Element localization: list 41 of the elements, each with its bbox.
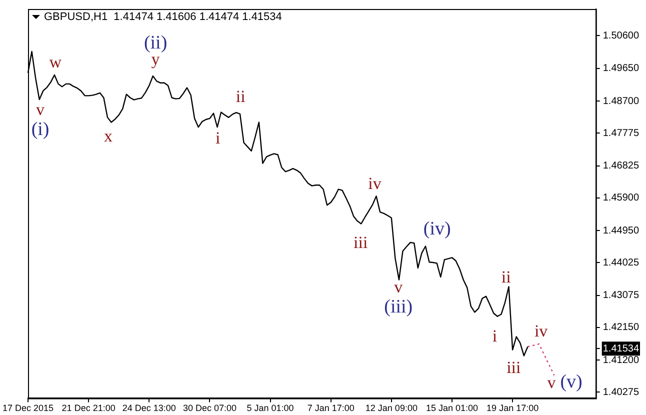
annotation: (iii)	[384, 296, 413, 318]
y-tick-label: 1.42150	[602, 322, 640, 334]
x-tick-label: 17 Dec 2015	[2, 403, 54, 414]
y-tick-label: 1.43075	[602, 290, 640, 302]
annotation: w	[49, 52, 62, 72]
annotation: (v)	[560, 371, 582, 392]
y-tick-label: 1.49650	[602, 63, 640, 74]
annotation: x	[104, 126, 114, 146]
annotation: i	[216, 128, 221, 148]
y-tick-label: 1.45900	[602, 192, 640, 204]
x-tick-label: 24 Dec 13:00	[122, 403, 176, 414]
annotation: ii	[236, 87, 246, 106]
annotation: iii	[354, 232, 368, 252]
y-tick-label: 1.47775	[602, 128, 640, 139]
x-tick-label: 5 Jan 01:00	[246, 403, 294, 414]
annotation: i	[492, 326, 498, 346]
annotation: v	[36, 100, 46, 119]
annotation: iv	[368, 174, 382, 193]
x-tick-label: 21 Dec 21:00	[62, 403, 116, 414]
chart-title: GBPUSD,H1 1.41474 1.41606 1.41474 1.41534	[44, 11, 282, 23]
y-tick-label: 1.44950	[602, 225, 640, 236]
annotation: iii	[506, 358, 522, 378]
annotation: (i)	[31, 119, 50, 140]
y-tick-label: 1.40275	[602, 386, 640, 398]
annotation: v	[394, 277, 404, 296]
y-tick-label: 1.41534	[602, 343, 640, 354]
x-tick-label: 30 Dec 07:00	[182, 403, 236, 414]
y-tick-label: 1.50600	[602, 30, 640, 42]
y-tick-label: 1.44025	[602, 257, 640, 268]
x-tick-label: 19 Jan 17:00	[486, 403, 539, 414]
x-tick-label: 7 Jan 17:00	[307, 403, 354, 414]
x-tick-label: 15 Jan 01:00	[426, 403, 478, 414]
line-series	[527, 343, 555, 376]
annotation: (iv)	[423, 218, 451, 240]
y-tick-label: 1.46825	[602, 160, 640, 172]
x-tick-label: 12 Jan 09:00	[365, 403, 418, 414]
annotation: iv	[534, 322, 548, 341]
annotation: v	[547, 372, 556, 392]
y-tick-label: 1.41200	[602, 354, 640, 366]
y-tick-label: 1.48700	[602, 96, 640, 107]
annotation: ii	[501, 267, 512, 286]
